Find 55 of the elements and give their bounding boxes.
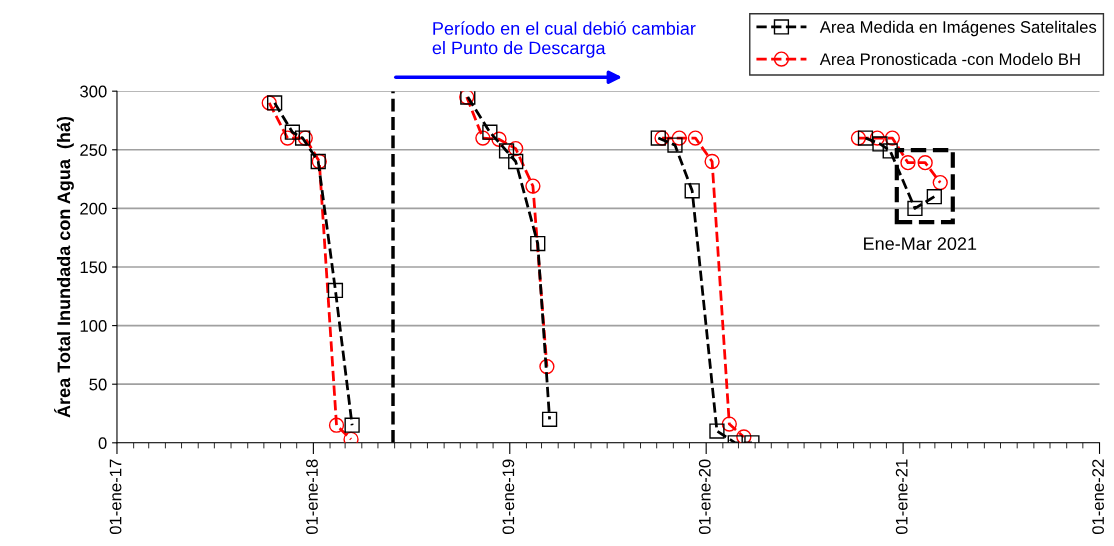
point <box>857 130 874 146</box>
point <box>721 416 737 432</box>
point <box>850 130 867 146</box>
point <box>900 155 916 171</box>
y-tick-label: 250 <box>80 144 107 156</box>
y-tick-label: 300 <box>80 85 107 98</box>
point <box>266 95 283 111</box>
point <box>872 136 888 152</box>
point <box>884 130 900 146</box>
point <box>650 130 666 146</box>
point <box>667 137 683 153</box>
point <box>709 423 725 439</box>
point <box>907 200 923 217</box>
y-tick-label: 0 <box>98 437 107 450</box>
x-tick-label: 01-ene-18 <box>306 459 318 535</box>
point <box>736 429 752 443</box>
point <box>327 282 344 299</box>
point <box>530 235 546 252</box>
y-tick-label: 150 <box>80 261 107 274</box>
point <box>525 178 541 194</box>
point <box>344 417 360 433</box>
point <box>508 153 524 170</box>
y-tick-label: 200 <box>80 202 107 215</box>
x-tick-label: 01-ene-20 <box>698 459 711 535</box>
x-tick-label: 01-ene-19 <box>502 459 515 535</box>
x-tick-label: 01-ene-21 <box>895 459 908 535</box>
point <box>684 183 700 199</box>
point <box>704 153 720 170</box>
point <box>261 95 277 111</box>
point <box>932 174 948 191</box>
x-tick-label: 01-ene-22 <box>1092 459 1104 535</box>
legend-label: Area Pronosticada -con Modelo BH <box>819 52 1080 66</box>
point <box>917 155 933 171</box>
point <box>284 124 301 140</box>
y-tick-label: 50 <box>89 378 107 391</box>
point <box>687 130 704 146</box>
point <box>475 130 491 146</box>
legend-label: Area Medida en Imágenes Satelitales <box>819 20 1097 37</box>
y-tick-label: 100 <box>80 320 107 332</box>
point <box>498 143 515 159</box>
point <box>869 130 885 146</box>
point <box>328 417 345 433</box>
point <box>482 124 498 140</box>
x-tick-label: 01-ene-17 <box>109 459 122 535</box>
point <box>671 130 687 146</box>
point <box>926 189 942 205</box>
point <box>508 140 524 157</box>
point <box>541 411 558 428</box>
text: Período en el cual debió cambiar el Punto de Descarga <box>432 21 696 58</box>
point <box>539 358 555 375</box>
point <box>279 130 296 146</box>
point <box>491 131 507 147</box>
annotation: Ene-Mar 2021 <box>864 237 977 251</box>
y-axis-title: Área Total Inundada con Agua (há) <box>54 116 74 418</box>
point <box>882 143 898 159</box>
